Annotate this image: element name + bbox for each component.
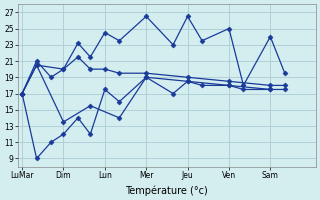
X-axis label: Température (°c): Température (°c) [125,185,208,196]
